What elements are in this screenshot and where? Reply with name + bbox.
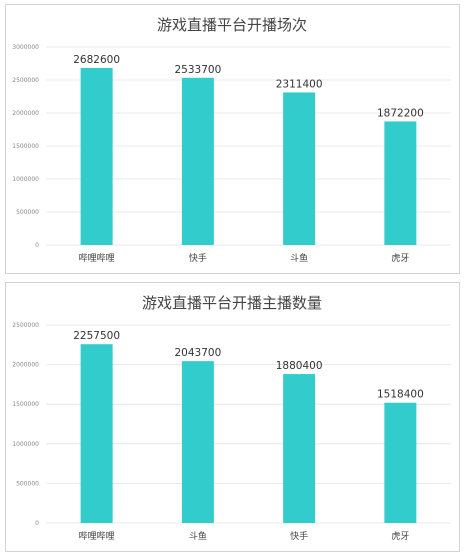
bar xyxy=(384,121,417,245)
chart-title: 游戏直播平台开播场次 xyxy=(157,16,307,34)
chart-panel-sessions: 游戏直播平台开播场次 3000000 2500000 2000000 1500000 1… xyxy=(5,4,460,274)
y-tick-label: 2500000 xyxy=(12,77,39,84)
y-tick-label: 1000000 xyxy=(12,176,39,183)
y-tick-label: 500000 xyxy=(16,480,39,487)
bar-chart-sessions: 游戏直播平台开播场次 3000000 2500000 2000000 1500000 1… xyxy=(12,16,451,264)
y-tick-label: 3000000 xyxy=(12,44,39,51)
bar xyxy=(283,92,316,245)
data-label: 2682600 xyxy=(73,54,120,66)
bar xyxy=(384,402,417,523)
bar xyxy=(80,67,113,245)
x-category-label: 快手 xyxy=(189,252,207,264)
y-tick-label: 2000000 xyxy=(12,362,39,369)
chart-panel-streamers: 游戏直播平台开播主播数量 2500000 2000000 1500000 100000… xyxy=(5,282,460,552)
y-tick-label: 1000000 xyxy=(12,441,39,448)
chart-title: 游戏直播平台开播主播数量 xyxy=(142,294,322,312)
x-category-label: 虎牙 xyxy=(391,252,409,264)
data-label: 1518400 xyxy=(377,389,424,401)
data-label: 1880400 xyxy=(276,360,323,372)
bar xyxy=(80,344,113,523)
y-tick-label: 500000 xyxy=(16,209,39,216)
bar xyxy=(283,374,316,523)
data-label: 2311400 xyxy=(276,78,323,90)
bar xyxy=(181,77,214,245)
x-category-label: 虎牙 xyxy=(391,530,409,542)
y-tick-label: 0 xyxy=(35,520,39,527)
y-tick-label: 2000000 xyxy=(12,110,39,117)
x-category-label: 哔哩哔哩 xyxy=(79,253,115,264)
x-category-label: 斗鱼 xyxy=(189,530,207,542)
x-category-label: 斗鱼 xyxy=(290,252,308,264)
bar-chart-streamers: 游戏直播平台开播主播数量 2500000 2000000 1500000 100000… xyxy=(12,294,451,542)
x-category-label: 哔哩哔哩 xyxy=(79,531,115,542)
data-label: 2257500 xyxy=(73,330,120,342)
data-label: 2533700 xyxy=(174,64,221,76)
y-tick-label: 0 xyxy=(35,242,39,249)
y-tick-label: 1500000 xyxy=(12,401,39,408)
data-label: 2043700 xyxy=(174,347,221,359)
bar xyxy=(181,361,214,523)
y-tick-label: 1500000 xyxy=(12,143,39,150)
data-label: 1872200 xyxy=(377,107,424,119)
y-tick-label: 2500000 xyxy=(12,322,39,329)
x-category-label: 快手 xyxy=(290,530,308,542)
